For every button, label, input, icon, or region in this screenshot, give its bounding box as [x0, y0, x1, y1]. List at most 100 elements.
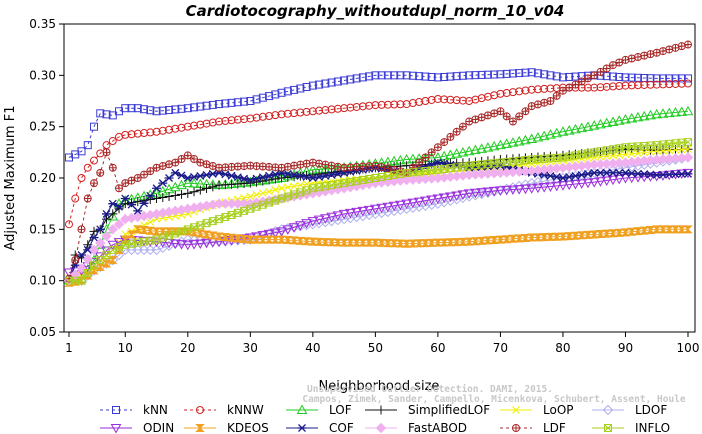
data-point-knn — [108, 111, 117, 120]
data-point-knn — [446, 72, 455, 81]
x-tick-label: 100 — [677, 341, 700, 355]
data-point-cof — [127, 200, 137, 209]
data-point-knn — [233, 98, 242, 107]
data-point-kdeos — [320, 238, 331, 247]
data-point-odin — [326, 212, 337, 223]
data-point-knnw — [452, 96, 461, 105]
data-point-knn — [346, 75, 355, 84]
data-point-ldof — [332, 214, 344, 226]
data-point-lof — [651, 108, 663, 119]
data-point-knn — [452, 72, 461, 81]
data-point-kdeos — [439, 238, 449, 247]
data-point-fastabod — [107, 224, 118, 235]
data-point-odin — [438, 193, 450, 204]
data-point-knnw — [608, 82, 617, 91]
legend-label: kNN — [143, 403, 168, 417]
data-point-knn — [421, 72, 430, 81]
legend-item-kdeos: KDEOS — [184, 421, 269, 434]
data-point-knn — [190, 103, 199, 112]
data-point-cof — [583, 169, 593, 178]
data-point-lof — [495, 139, 506, 150]
legend-label: kNNW — [227, 403, 264, 417]
data-point-odin — [276, 227, 287, 237]
data-point-knn — [458, 71, 467, 80]
data-point-knnw — [433, 94, 442, 103]
data-point-kdeos — [389, 239, 399, 248]
data-point-knnw — [171, 124, 180, 133]
data-point-ldf — [371, 161, 380, 170]
x-axis-label: Neighborhood size — [319, 379, 440, 394]
data-point-knnw — [102, 141, 111, 150]
data-point-knnw — [665, 80, 674, 89]
data-point-ldof — [363, 209, 375, 221]
data-point-ldf — [77, 225, 86, 234]
data-point-kdeos — [589, 230, 599, 239]
data-point-odin — [401, 199, 412, 210]
data-point-cof — [283, 169, 293, 178]
data-point-cof — [558, 174, 568, 182]
data-point-knnw — [540, 84, 549, 93]
data-point-cof — [133, 206, 143, 215]
data-point-lof — [670, 106, 681, 117]
data-point-kdeos — [595, 230, 606, 239]
data-point-kdeos — [570, 231, 581, 240]
data-point-inflo — [684, 138, 692, 147]
data-point-knn — [215, 100, 224, 109]
data-point-kdeos — [108, 256, 118, 265]
legend-item-knn: kNN — [100, 403, 168, 417]
data-point-odin — [501, 185, 513, 196]
data-point-knn — [477, 70, 486, 79]
data-point-kdeos — [464, 237, 474, 246]
data-point-odin — [413, 197, 425, 208]
data-point-ldf — [590, 71, 599, 80]
data-point-odin — [532, 183, 544, 194]
data-point-knn — [440, 72, 449, 81]
data-point-kdeos — [245, 235, 256, 244]
data-point-knn — [196, 102, 205, 111]
data-point-knn — [490, 70, 499, 79]
data-point-knnw — [83, 163, 92, 172]
data-point-ldof — [395, 204, 406, 216]
data-point-lof — [445, 149, 456, 160]
data-point-odin — [520, 184, 531, 195]
data-point-knn — [515, 69, 524, 78]
data-point-knnw — [684, 79, 692, 88]
data-point-ldof — [607, 164, 619, 175]
data-point-ldf — [602, 64, 611, 73]
data-point-knn — [258, 93, 267, 102]
data-point-lof — [176, 179, 187, 190]
data-point-ldf — [646, 50, 655, 59]
data-point-kdeos — [520, 233, 531, 242]
data-point-ldof — [463, 191, 475, 202]
data-point-cof — [327, 170, 337, 179]
data-point-knn — [565, 72, 574, 81]
data-point-knnw — [533, 85, 542, 94]
data-point-lof — [538, 130, 550, 141]
data-point-cof — [539, 170, 549, 179]
data-point-odin — [482, 187, 494, 198]
data-point-kdeos — [627, 227, 637, 236]
data-point-kdeos — [533, 233, 543, 242]
data-point-knnw — [408, 99, 417, 108]
data-point-knn — [483, 70, 492, 79]
data-point-knnw — [202, 119, 211, 128]
legend-item-ldf: LDF — [500, 421, 566, 434]
data-point-knnw — [465, 97, 474, 105]
watermark-line-2: Campos, Zimek, Sander, Campello, Micenko… — [302, 394, 685, 405]
data-point-fastabod — [101, 230, 112, 242]
data-point-knn — [652, 74, 661, 83]
data-point-knnw — [621, 81, 630, 90]
data-point-odin — [620, 174, 631, 184]
data-point-kdeos — [645, 225, 656, 234]
data-point-lof — [507, 137, 519, 147]
data-point-lof — [620, 113, 631, 124]
data-point-ldf — [427, 148, 436, 157]
data-point-lof — [626, 112, 638, 123]
data-point-knnw — [640, 80, 649, 89]
data-point-knnw — [646, 80, 655, 89]
data-point-kdeos — [489, 236, 499, 245]
data-point-knn — [290, 85, 299, 94]
data-point-knn — [146, 106, 155, 115]
legend-marker — [112, 406, 120, 414]
x-tick-label: 30 — [243, 341, 258, 355]
